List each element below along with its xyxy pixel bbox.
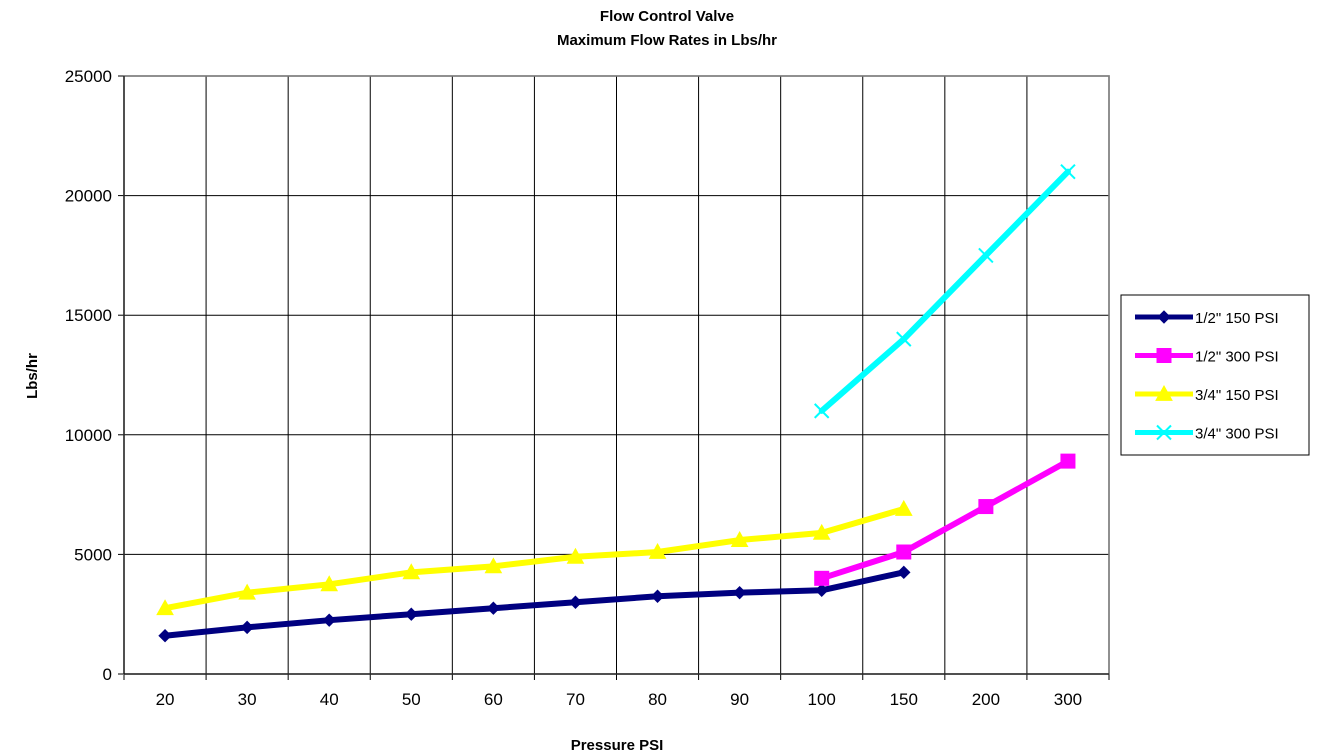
data-point [1060, 163, 1076, 180]
legend-item: 3/4" 300 PSI [1135, 424, 1279, 443]
data-point [238, 583, 256, 600]
x-tick-label: 200 [972, 690, 1000, 709]
y-tick-label: 5000 [74, 545, 112, 564]
series-line [162, 505, 907, 612]
data-point [815, 583, 829, 597]
legend-label: 3/4" 150 PSI [1195, 387, 1279, 404]
x-tick-label: 80 [648, 690, 667, 709]
x-tick-label: 20 [156, 690, 175, 709]
x-tick-label: 60 [484, 690, 503, 709]
data-point [322, 613, 336, 627]
data-point [896, 544, 912, 560]
y-tick-label: 0 [103, 665, 112, 684]
legend-box [1120, 294, 1310, 456]
legend: 1/2" 150 PSI 1/2" 300 PSI 3/4" 150 PSI 3/4"… [1120, 294, 1310, 456]
x-tick-label: 40 [320, 690, 339, 709]
legend-label: 1/2" 150 PSI [1195, 310, 1279, 327]
data-point [814, 570, 830, 586]
legend-label: 1/2" 300 PSI [1195, 349, 1279, 366]
data-point [568, 595, 583, 609]
data-point [648, 542, 667, 559]
x-tick-label: 50 [402, 690, 421, 709]
data-point [402, 563, 421, 580]
data-point [1156, 348, 1172, 363]
x-tick-label: 300 [1054, 690, 1082, 709]
x-axis-title: Pressure PSI [571, 737, 664, 754]
y-axis-title: Lbs/hr [24, 353, 41, 399]
data-point [812, 523, 831, 540]
data-point [240, 620, 254, 635]
data-point [1155, 384, 1173, 401]
data-point [484, 557, 503, 574]
x-tick-label: 30 [238, 690, 257, 709]
data-point [897, 565, 911, 580]
data-point [158, 629, 172, 643]
x-tick-label: 90 [730, 690, 749, 709]
chart-subtitle: Maximum Flow Rates in Lbs/hr [557, 32, 777, 49]
legend-item: 1/2" 150 PSI [1135, 310, 1279, 327]
series-line [162, 569, 907, 639]
data-point [814, 403, 830, 419]
data-point [894, 499, 913, 516]
data-point [730, 531, 749, 547]
y-tick-label: 10000 [65, 426, 112, 445]
series-line [818, 458, 1071, 582]
x-tick-label: 70 [566, 690, 585, 709]
data-point [896, 331, 912, 347]
data-point [732, 585, 747, 600]
x-tick-label: 150 [890, 690, 918, 709]
x-tick-label: 100 [808, 690, 836, 709]
data-point [320, 575, 339, 592]
data-point [1060, 453, 1076, 469]
chart-title: Flow Control Valve [600, 8, 734, 25]
data-point [978, 499, 994, 515]
data-point [1157, 310, 1171, 324]
y-tick-label: 25000 [65, 67, 112, 86]
data-point [650, 589, 665, 603]
series-line [818, 168, 1071, 414]
data-point [1156, 424, 1172, 441]
data-point [566, 547, 585, 564]
data-point [156, 599, 174, 616]
legend-item: 3/4" 150 PSI [1135, 384, 1279, 404]
data-point [404, 607, 418, 621]
y-tick-label: 15000 [65, 306, 112, 325]
series-1 [814, 453, 1076, 586]
data-point [486, 601, 501, 615]
legend-label: 3/4" 300 PSI [1195, 426, 1279, 443]
series-2 [156, 499, 913, 616]
series-3 [814, 163, 1076, 419]
series-0 [158, 565, 911, 643]
legend-item: 1/2" 300 PSI [1135, 348, 1279, 366]
y-tick-label: 20000 [65, 187, 112, 206]
data-point [978, 247, 994, 264]
